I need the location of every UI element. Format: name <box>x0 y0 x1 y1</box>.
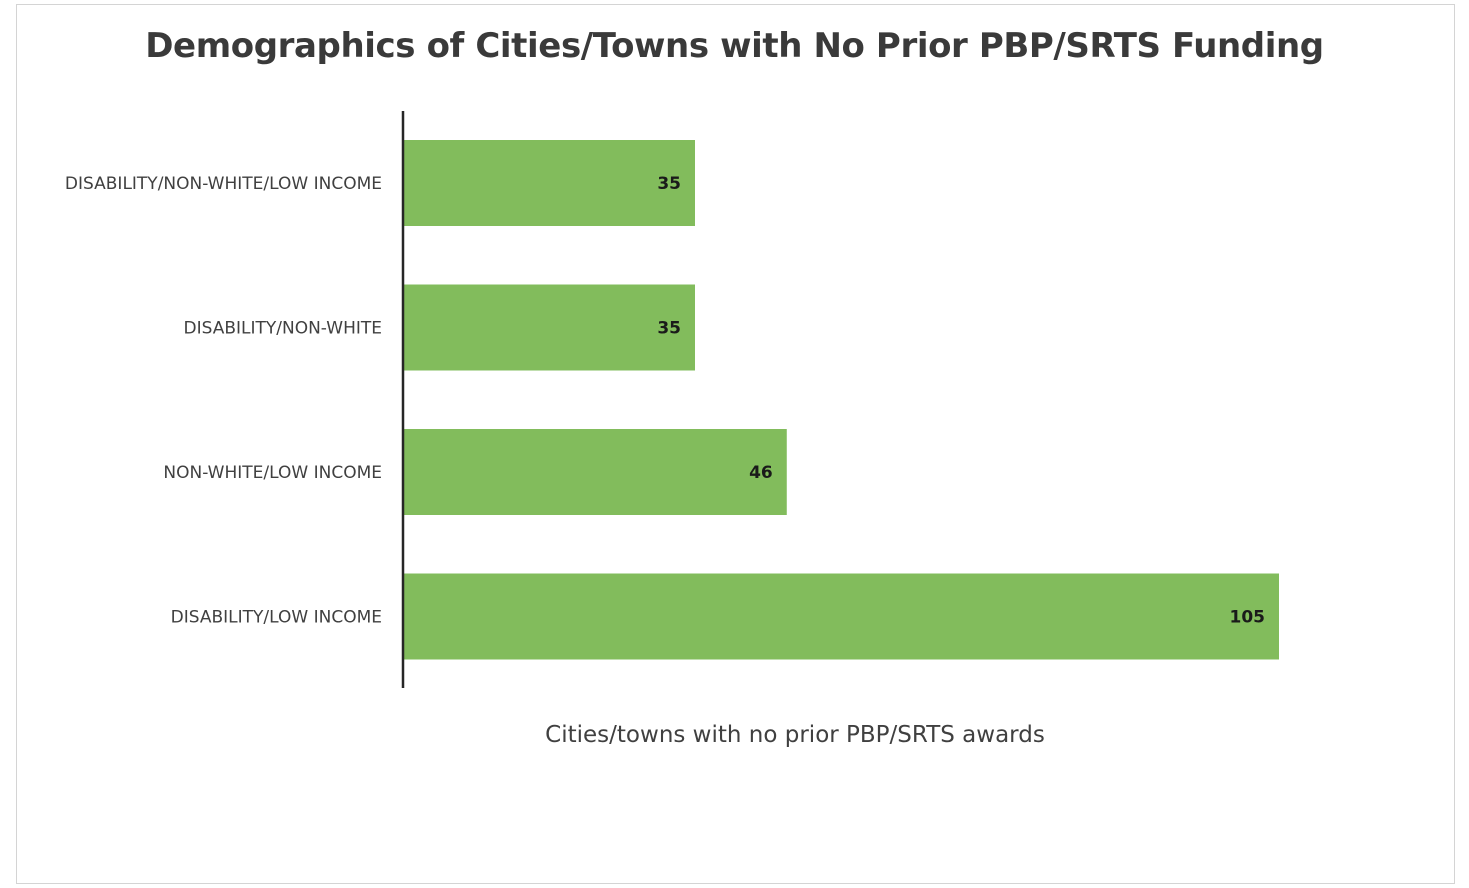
category-tick-label: DISABILITY/NON-WHITE/LOW INCOME <box>65 174 382 194</box>
category-tick-label: DISABILITY/LOW INCOME <box>171 608 382 628</box>
data-label: 35 <box>657 174 681 194</box>
data-label: 46 <box>749 463 773 483</box>
bar <box>403 573 1279 660</box>
bar <box>403 284 695 371</box>
chart-title: Demographics of Cities/Towns with No Pri… <box>145 26 1324 66</box>
category-tick-label: NON-WHITE/LOW INCOME <box>163 463 382 483</box>
data-label: 35 <box>657 319 681 339</box>
bar <box>403 140 695 226</box>
bar <box>403 429 787 515</box>
x-axis-title: Cities/towns with no prior PBP/SRTS awar… <box>545 722 1045 748</box>
data-label: 105 <box>1230 608 1266 628</box>
category-tick-label: DISABILITY/NON-WHITE <box>184 319 383 339</box>
